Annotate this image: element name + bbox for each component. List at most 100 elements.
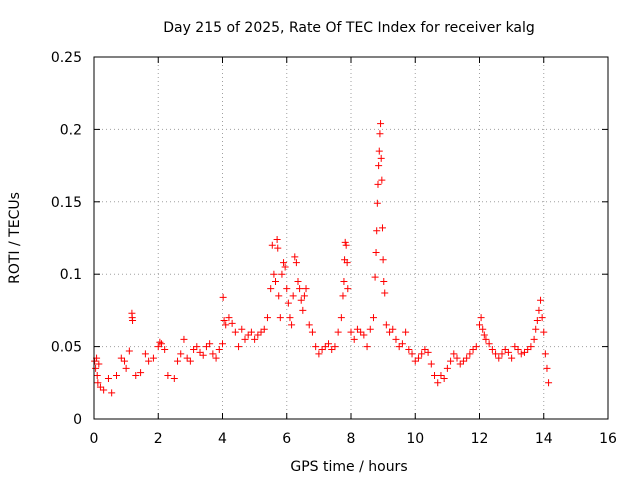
x-tick-label: 8 — [347, 431, 356, 447]
y-tick-label: 0.25 — [51, 50, 82, 66]
y-tick-label: 0.2 — [60, 122, 82, 138]
data-point — [379, 256, 387, 264]
data-point — [418, 350, 426, 358]
data-point — [375, 147, 383, 155]
data-point — [527, 343, 535, 351]
data-point — [96, 383, 104, 391]
data-point — [524, 345, 532, 353]
data-point — [275, 292, 283, 300]
data-point — [517, 350, 525, 358]
data-point — [337, 314, 345, 322]
data-point — [443, 364, 451, 372]
data-point — [231, 328, 239, 336]
points-layer — [91, 120, 553, 397]
data-point — [372, 248, 380, 256]
data-point — [469, 345, 477, 353]
data-point — [504, 348, 512, 356]
data-point — [180, 335, 188, 343]
data-point — [202, 343, 210, 351]
y-tick-label: 0.1 — [60, 267, 82, 283]
x-tick-label: 16 — [599, 431, 617, 447]
data-point — [112, 372, 120, 380]
data-point — [145, 357, 153, 365]
data-point — [343, 259, 351, 267]
data-point — [108, 389, 116, 397]
data-point — [453, 354, 461, 362]
data-point — [535, 306, 543, 314]
data-point — [267, 285, 275, 293]
data-point — [350, 335, 358, 343]
data-point — [342, 241, 350, 249]
data-point — [374, 180, 382, 188]
data-point — [377, 154, 385, 162]
data-point — [545, 379, 553, 387]
data-point — [369, 314, 377, 322]
data-point — [260, 325, 268, 333]
data-point — [170, 374, 178, 382]
data-point — [193, 343, 201, 351]
data-point — [353, 325, 361, 333]
data-point — [501, 345, 509, 353]
data-point — [125, 347, 133, 355]
data-point — [389, 325, 397, 333]
data-point — [463, 354, 471, 362]
data-point — [312, 343, 320, 351]
data-point — [225, 314, 233, 322]
chart-title: Day 215 of 2025, Rate Of TEC Index for r… — [163, 20, 535, 36]
data-point — [381, 289, 389, 297]
data-point — [382, 321, 390, 329]
data-point — [270, 270, 278, 278]
data-point — [541, 350, 549, 358]
data-point — [164, 372, 172, 380]
data-point — [104, 374, 112, 382]
data-point — [247, 328, 255, 336]
data-point — [122, 364, 130, 372]
data-point — [520, 348, 528, 356]
y-tick-label: 0 — [73, 412, 82, 428]
grid-layer — [94, 57, 608, 419]
data-point — [212, 354, 220, 362]
data-point — [380, 277, 388, 285]
data-point — [492, 350, 500, 358]
data-point — [132, 372, 140, 380]
data-point — [235, 343, 243, 351]
data-point — [479, 325, 487, 333]
data-point — [154, 343, 162, 351]
data-point — [398, 340, 406, 348]
data-point — [241, 335, 249, 343]
data-point — [92, 364, 100, 372]
data-point — [488, 345, 496, 353]
data-point — [533, 317, 541, 325]
data-point — [186, 357, 194, 365]
data-point — [331, 343, 339, 351]
data-point — [480, 331, 488, 339]
labels-layer: 0 2 4 6 8 10 12 14 16 0 0.05 0.1 0.15 0.2 0.25 — [51, 50, 617, 447]
data-point — [273, 235, 281, 243]
data-point — [321, 343, 329, 351]
data-point — [408, 350, 416, 358]
data-point — [456, 360, 464, 368]
data-point — [543, 364, 551, 372]
data-point — [228, 319, 236, 327]
data-point — [288, 321, 296, 329]
data-point — [466, 350, 474, 358]
data-point — [318, 345, 326, 353]
data-point — [347, 328, 355, 336]
data-point — [297, 296, 305, 304]
x-axis-label: GPS time / hours — [290, 459, 407, 475]
data-point — [373, 227, 381, 235]
data-point — [93, 372, 101, 380]
data-point — [334, 328, 342, 336]
data-point — [376, 130, 384, 138]
data-point — [315, 350, 323, 358]
data-point — [272, 277, 280, 285]
data-point — [183, 354, 191, 362]
data-point — [450, 350, 458, 358]
data-point — [294, 277, 302, 285]
x-tick-label: 2 — [154, 431, 163, 447]
data-point — [95, 360, 103, 368]
data-point — [199, 351, 207, 359]
data-point — [537, 296, 545, 304]
data-point — [514, 345, 522, 353]
